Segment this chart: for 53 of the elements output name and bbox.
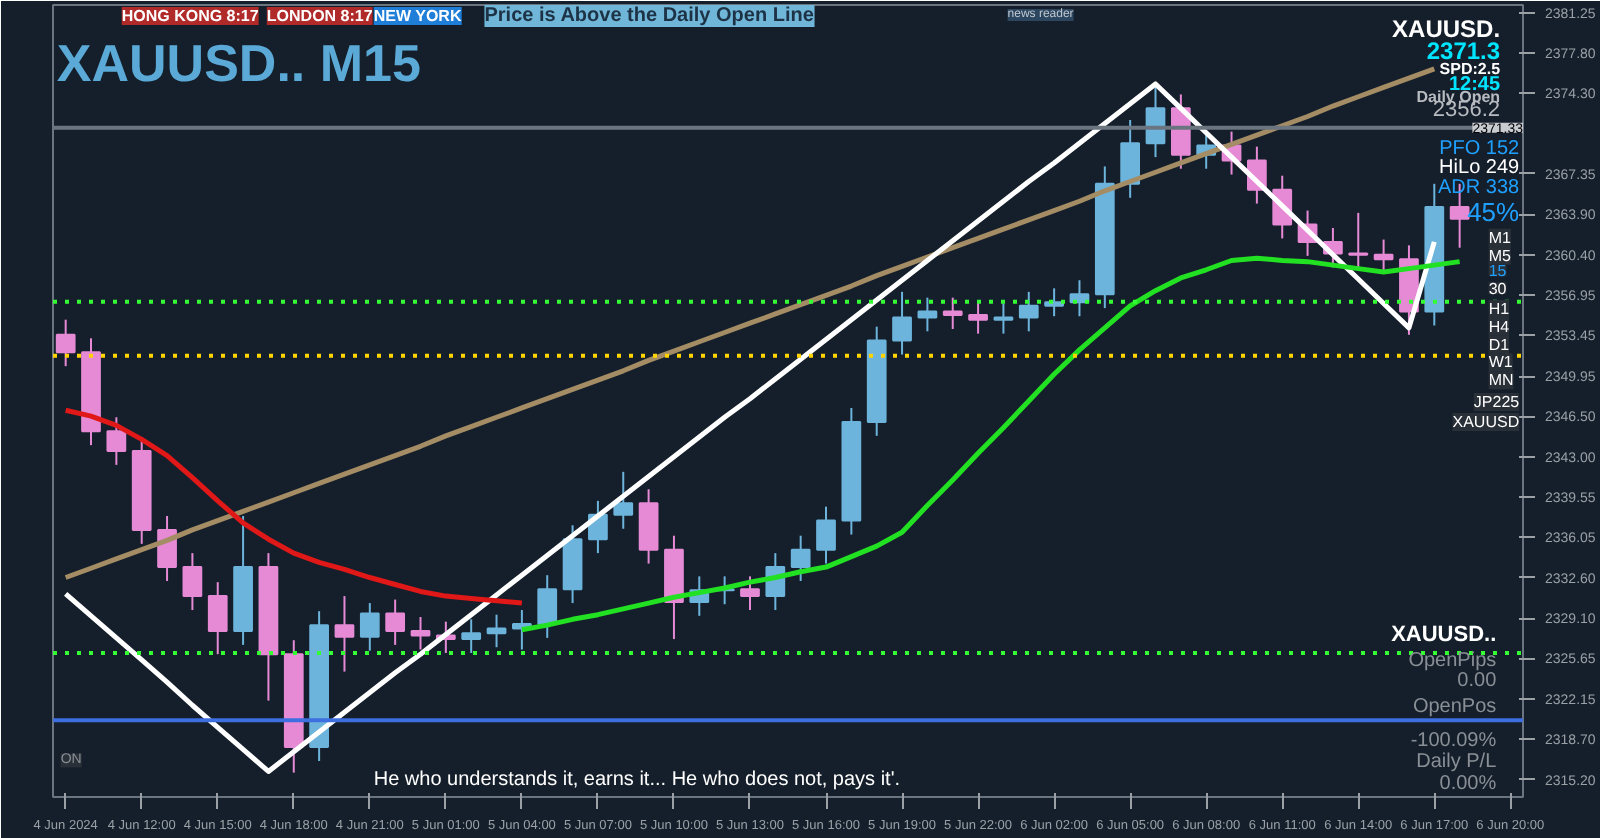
annotation: He who understands it, earns it... He who does not, pays it'. (373, 769, 901, 792)
candlestick (106, 416, 127, 466)
annotation: OpenPos (1412, 696, 1497, 719)
candlestick (1120, 118, 1141, 199)
candlestick (1373, 238, 1394, 275)
candlestick (334, 595, 355, 673)
annotation: M1 (1488, 228, 1512, 247)
candlestick (410, 616, 431, 651)
candlestick (993, 302, 1014, 335)
candlestick (359, 602, 380, 652)
text: XAUUSD.. M15 (56, 32, 421, 93)
candlestick (537, 574, 558, 639)
annotation: XAUUSD.. (1391, 622, 1497, 647)
annotation: W1 (1488, 353, 1514, 372)
annotation: 0.00% (1439, 773, 1497, 796)
annotation: Daily P/L (1416, 751, 1498, 774)
candlestick (55, 318, 76, 368)
annotation: D1 (1488, 335, 1511, 354)
candlestick (790, 534, 811, 582)
candlestick (1018, 290, 1039, 333)
annotation: H1 (1488, 300, 1511, 319)
candlestick (1044, 287, 1064, 318)
annotation: -100.09% (1410, 729, 1497, 752)
candlestick (638, 488, 659, 565)
annotation: Price is Above the Daily Open Line (484, 5, 815, 27)
annotation: 15 (1488, 262, 1508, 281)
candlestick (942, 296, 963, 330)
annotation: XAUUSD (1452, 412, 1520, 431)
candlestick (816, 505, 836, 565)
annotation: NEW YORK (373, 6, 462, 25)
candlestick (486, 613, 507, 649)
candlestick (968, 300, 988, 335)
annotation: HONG KONG 8:17 (121, 6, 260, 25)
annotation: PFO 152 (1439, 137, 1521, 160)
annotation: 30 (1488, 280, 1508, 299)
annotation: JP225 (1473, 393, 1521, 412)
candlestick (892, 290, 912, 356)
annotation: MN (1488, 371, 1514, 390)
annotation: M5 (1488, 246, 1512, 265)
annotation: OpenPips (1408, 650, 1497, 673)
annotation: 0.00 (1457, 670, 1498, 693)
annotation: H4 (1488, 317, 1511, 336)
candlestick (207, 581, 228, 656)
annotation: SPD:2.5 (1439, 60, 1502, 79)
candlestick (613, 470, 634, 530)
line-series (63, 407, 525, 606)
candlestick (182, 552, 203, 612)
candlestick (461, 618, 482, 654)
candlestick (385, 598, 406, 646)
annotation: LONDON 8:17 (266, 6, 374, 25)
candlestick (740, 575, 760, 612)
annotation: HiLo 249 (1439, 157, 1521, 180)
candlestick (1348, 211, 1369, 269)
